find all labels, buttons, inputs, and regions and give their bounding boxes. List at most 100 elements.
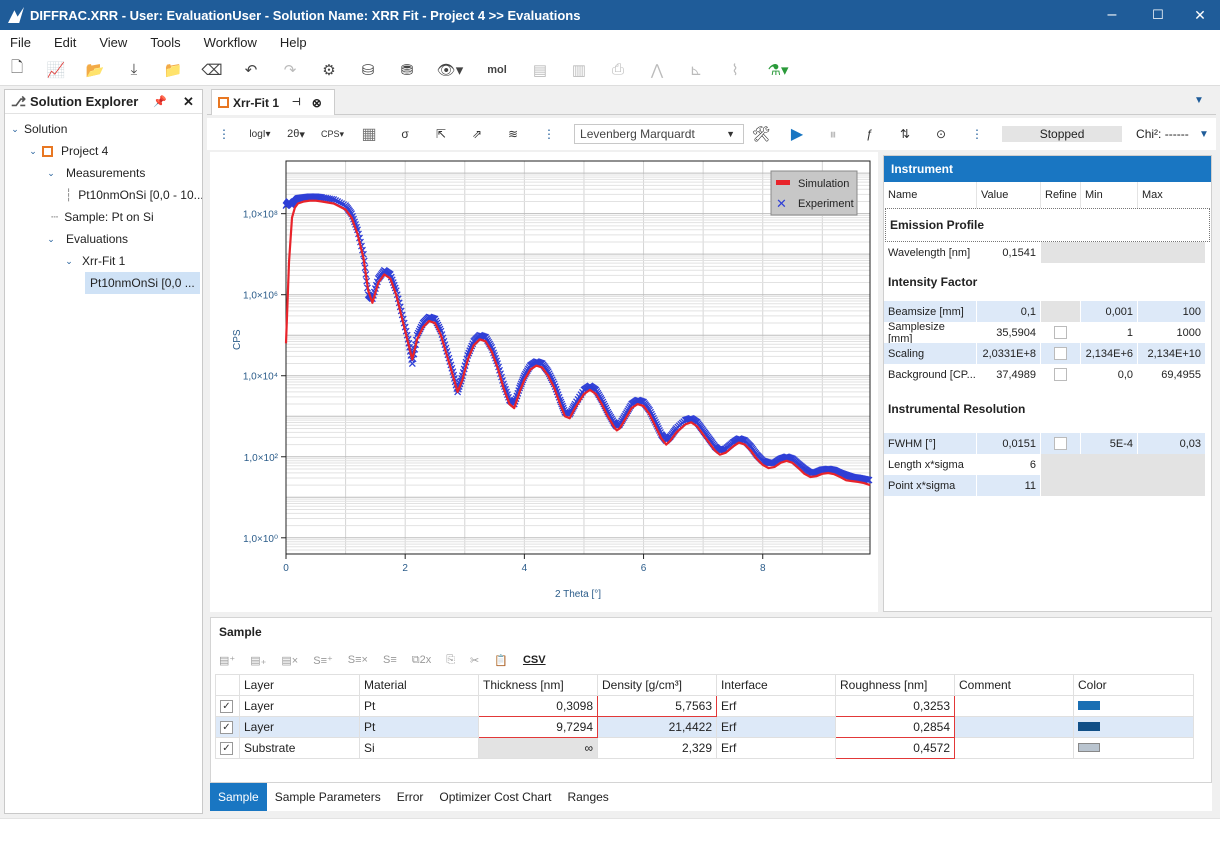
- grid-icon[interactable]: ▦: [361, 126, 377, 143]
- sort-icon[interactable]: ⇅: [900, 127, 911, 141]
- row-beamsize[interactable]: Beamsize [mm] 0,1 0,001 100: [884, 301, 1211, 322]
- row-fwhm[interactable]: FWHM [°] 0,0151 5E-4 0,03: [884, 433, 1211, 454]
- tab-ranges[interactable]: Ranges: [567, 790, 609, 804]
- mol-units-button[interactable]: mol: [487, 63, 507, 76]
- open-folder-icon[interactable]: 📂: [85, 61, 105, 79]
- layer-color-swatch[interactable]: [1078, 701, 1100, 710]
- expand-icon[interactable]: ⌄: [29, 145, 37, 156]
- row-point[interactable]: Point x*sigma 11: [884, 475, 1211, 496]
- layer-checkbox[interactable]: ✓: [220, 720, 233, 734]
- tree-item-measurements[interactable]: ⌄ Measurements: [5, 162, 202, 184]
- function-icon[interactable]: ƒ: [865, 127, 873, 141]
- menu-file[interactable]: File: [10, 34, 31, 50]
- tab-close-icon[interactable]: ⊗: [311, 95, 322, 110]
- fit-axis-icon[interactable]: ⇗: [472, 127, 483, 141]
- tree-item-project[interactable]: ⌄ Project 4: [5, 140, 202, 162]
- add-layer-icon[interactable]: ▤⁺: [219, 654, 236, 667]
- refine-checkbox[interactable]: [1054, 347, 1067, 360]
- paste-icon[interactable]: 📋: [494, 654, 508, 667]
- csv-export-button[interactable]: CSV: [522, 654, 546, 666]
- table-row[interactable]: ✓ Layer Pt 0,3098 5,7563 Erf 0,3253: [215, 695, 1194, 717]
- eraser-icon[interactable]: ⌫: [201, 61, 223, 79]
- expand-icon[interactable]: ⌄: [47, 167, 55, 178]
- tab-sample[interactable]: Sample: [210, 783, 267, 811]
- optimizer-select[interactable]: Levenberg Marquardt ▼: [574, 124, 745, 144]
- close-button[interactable]: ✕: [1194, 6, 1206, 23]
- insert-layer-icon[interactable]: ▤₊: [250, 654, 267, 667]
- tree-item-fit-data[interactable]: Pt10nmOnSi [0,0 ...: [5, 272, 202, 294]
- tab-sample-parameters[interactable]: Sample Parameters: [274, 790, 381, 804]
- new-document-icon[interactable]: 🗋: [10, 59, 24, 76]
- delete-layer-icon[interactable]: ▤×: [281, 654, 299, 667]
- edit-superlattice-icon[interactable]: S≡: [382, 654, 397, 666]
- import-chart-icon[interactable]: 📈: [46, 61, 66, 79]
- noise-icon[interactable]: ≋: [508, 127, 519, 141]
- minimize-button[interactable]: –: [1107, 6, 1117, 23]
- download-icon[interactable]: ⤓: [130, 61, 138, 78]
- tab-optimizer-cost-chart[interactable]: Optimizer Cost Chart: [439, 790, 552, 804]
- duplicate-icon[interactable]: ⧉2x: [411, 653, 432, 666]
- cps-button[interactable]: CPS ▾: [321, 128, 345, 140]
- open-help-folder-icon[interactable]: 📁: [163, 61, 183, 79]
- menu-tools[interactable]: Tools: [150, 34, 181, 50]
- refine-checkbox[interactable]: [1054, 326, 1067, 339]
- add-superlattice-icon[interactable]: S≡⁺: [313, 654, 333, 667]
- pin-icon[interactable]: 📌: [153, 96, 167, 108]
- refine-checkbox[interactable]: [1054, 368, 1067, 381]
- sample-options-icon[interactable]: ⚗▾: [767, 61, 789, 79]
- menu-help[interactable]: Help: [279, 34, 307, 50]
- refine-checkbox[interactable]: [1054, 437, 1067, 450]
- section-instrumental-resolution[interactable]: Instrumental Resolution: [888, 402, 1026, 416]
- toolbar-overflow-icon[interactable]: ▼: [1199, 128, 1209, 140]
- maximize-button[interactable]: ☐: [1152, 7, 1164, 22]
- tree-item-xrr-fit[interactable]: ⌄ Xrr-Fit 1: [5, 250, 202, 272]
- tree-item-sample[interactable]: ┄ Sample: Pt on Si: [51, 210, 154, 224]
- layer-color-swatch[interactable]: [1078, 743, 1100, 752]
- xrr-chart[interactable]: 0 2 4 6 8 1,0×10⁰ 1,0×10² 1,0×10⁴ 1,0×10⁶ 1,0×10⁸…: [210, 152, 878, 612]
- row-length[interactable]: Length x*sigma 6: [884, 454, 1211, 475]
- expand-icon[interactable]: ⌄: [11, 123, 19, 134]
- database-icon[interactable]: ⛁: [361, 61, 375, 79]
- tab-xrr-fit[interactable]: Xrr-Fit 1 ⊣ ⊗: [211, 89, 335, 115]
- remove-superlattice-icon[interactable]: S≡×: [347, 654, 368, 666]
- layer-color-swatch[interactable]: [1078, 722, 1100, 731]
- view-options-icon[interactable]: 👁▾: [436, 61, 464, 79]
- tree-item-evaluations[interactable]: ⌄ Evaluations: [5, 228, 202, 250]
- database-table-icon[interactable]: ⛃: [400, 61, 414, 79]
- zoom-area-icon[interactable]: ⇱: [436, 127, 447, 141]
- panel-close-icon[interactable]: ✕: [183, 93, 194, 109]
- row-wavelength[interactable]: Wavelength [nm] 0,1541: [884, 242, 1211, 263]
- menu-workflow[interactable]: Workflow: [203, 34, 257, 50]
- layer-checkbox[interactable]: ✓: [220, 699, 233, 713]
- step-icon[interactable]: ⊙: [936, 127, 947, 141]
- row-scaling[interactable]: Scaling 2,0331E+8 2,134E+6 2,134E+10: [884, 343, 1211, 364]
- tree-item-measurement-file[interactable]: ┆ Pt10nmOnSi [0,0 - 10...: [65, 188, 202, 202]
- peak-search-icon[interactable]: ⋀: [650, 61, 664, 79]
- copy-icon[interactable]: ⎘: [446, 653, 456, 666]
- fit-peaks-icon[interactable]: ⌇: [731, 61, 739, 79]
- table-row[interactable]: ✓ Layer Pt 9,7294 21,4422 Erf 0,2854: [215, 716, 1194, 738]
- tools-icon[interactable]: 🛠: [751, 126, 771, 143]
- chart-copy-icon[interactable]: ▤: [532, 61, 548, 79]
- sigma-icon[interactable]: σ: [401, 127, 409, 141]
- redo-icon[interactable]: ↷: [283, 61, 297, 79]
- play-icon[interactable]: ▶: [790, 126, 804, 143]
- row-samplesize[interactable]: Samplesize [mm] 35,5904 1 1000: [884, 321, 1211, 345]
- tab-error[interactable]: Error: [396, 790, 424, 804]
- row-background[interactable]: Background [CP... 37,4989 0,0 69,4955: [884, 364, 1211, 385]
- axis-icon[interactable]: ⊾: [689, 61, 703, 79]
- print-icon[interactable]: ⎙: [611, 61, 624, 78]
- cut-icon[interactable]: ✂: [470, 654, 480, 667]
- tab-list-dropdown-icon[interactable]: ▼: [1194, 95, 1204, 106]
- table-row[interactable]: ✓ Substrate Si ∞ 2,329 Erf 0,4572: [215, 737, 1194, 759]
- two-theta-button[interactable]: 2θ ▾: [287, 128, 305, 141]
- pause-icon[interactable]: ⏸: [829, 125, 837, 142]
- layer-checkbox[interactable]: ✓: [220, 741, 233, 755]
- settings-gear-icon[interactable]: ⚙: [322, 61, 336, 79]
- section-emission-profile[interactable]: Emission Profile: [885, 208, 1210, 242]
- tab-pin-icon[interactable]: ⊣: [292, 97, 301, 108]
- tree-item-solution[interactable]: ⌄ Solution: [5, 118, 202, 140]
- print-preview-icon[interactable]: ▥: [571, 61, 587, 79]
- menu-edit[interactable]: Edit: [53, 34, 77, 50]
- undo-icon[interactable]: ↶: [244, 61, 258, 79]
